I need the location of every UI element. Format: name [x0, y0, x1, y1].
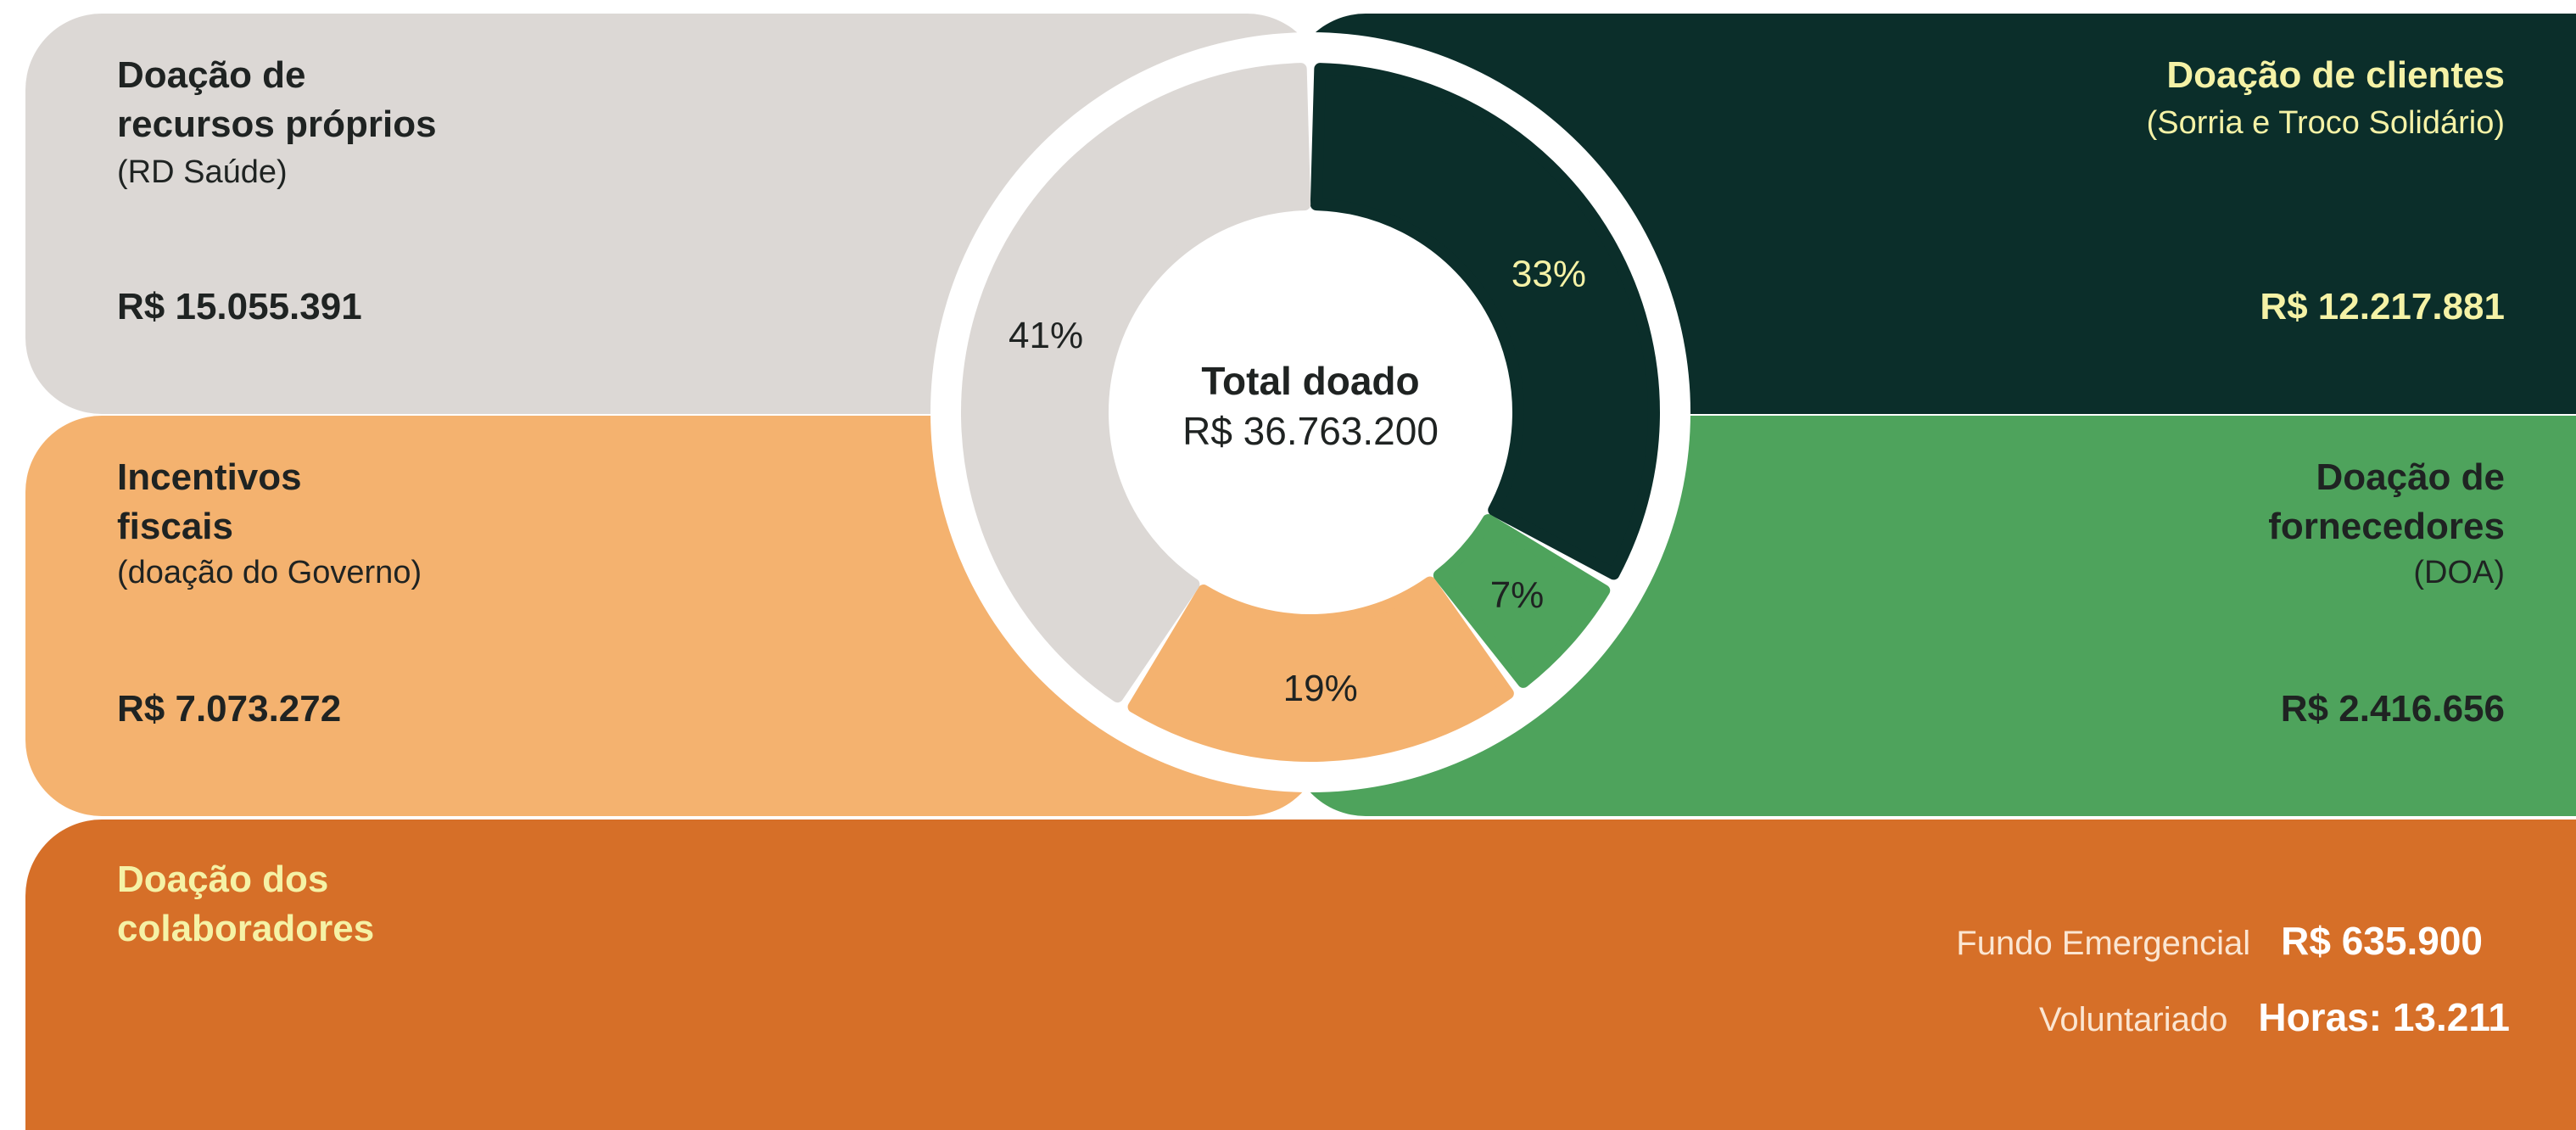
donut-label-recursos: 41% — [1009, 315, 1083, 356]
voluntariado-row: Voluntariado Horas: 13.211 — [2039, 994, 2510, 1040]
fornecedores-title-line2: fornecedores — [2268, 506, 2505, 547]
fundo-emergencial-row: Fundo Emergencial R$ 635.900 — [1956, 918, 2483, 964]
recursos-title-line2: recursos próprios — [117, 103, 437, 145]
recursos-amount: R$ 15.055.391 — [117, 286, 362, 327]
voluntariado-label: Voluntariado — [2038, 1001, 2228, 1038]
incentivos-title-line2: fiscais — [117, 506, 233, 547]
panel-doacao-colaboradores — [25, 820, 2576, 1130]
recursos-subtitle: (RD Saúde) — [117, 154, 288, 190]
donut-slice-recursos — [961, 63, 1311, 703]
donut-label-clientes: 33% — [1512, 254, 1586, 295]
donut-label-incentivos: 19% — [1283, 668, 1358, 709]
donut-slices — [961, 63, 1660, 762]
donut-slice-fornecedores — [1433, 514, 1611, 688]
incentivos-title-line1: Incentivos — [117, 456, 302, 498]
clientes-amount: R$ 12.217.881 — [2260, 286, 2505, 327]
clientes-title: Doação de clientes — [2166, 54, 2505, 96]
colaboradores-title-line1: Doação dos — [117, 859, 329, 900]
colaboradores-title-line2: colaboradores — [117, 908, 375, 949]
donut-label-fornecedores: 7% — [1490, 574, 1545, 616]
donut-percent-labels: 33% 7% 19% 41% — [1009, 254, 1586, 709]
donut-slice-clientes — [1310, 63, 1660, 580]
donut-center-title: Total doado — [1201, 359, 1419, 403]
recursos-title-line1: Doação de — [117, 54, 306, 96]
fornecedores-subtitle: (DOA) — [2413, 555, 2505, 590]
fundo-emergencial-value: R$ 635.900 — [2281, 919, 2483, 963]
incentivos-amount: R$ 7.073.272 — [117, 688, 342, 730]
fornecedores-amount: R$ 2.416.656 — [2280, 688, 2505, 730]
fornecedores-title-line1: Doação de — [2316, 456, 2505, 498]
voluntariado-value: Horas: 13.211 — [2258, 995, 2510, 1039]
fundo-emergencial-label: Fundo Emergencial — [1956, 925, 2251, 962]
donut-center-value: R$ 36.763.200 — [1182, 409, 1439, 453]
clientes-subtitle: (Sorria e Troco Solidário) — [2146, 105, 2505, 141]
donut-slice-incentivos — [1127, 576, 1514, 762]
incentivos-subtitle: (doação do Governo) — [117, 555, 422, 590]
